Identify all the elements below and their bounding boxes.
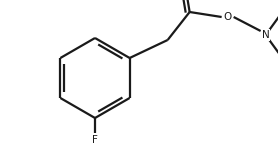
Text: O: O <box>224 12 232 22</box>
Text: N: N <box>262 30 269 40</box>
Text: F: F <box>92 135 98 145</box>
Text: N: N <box>262 30 269 40</box>
